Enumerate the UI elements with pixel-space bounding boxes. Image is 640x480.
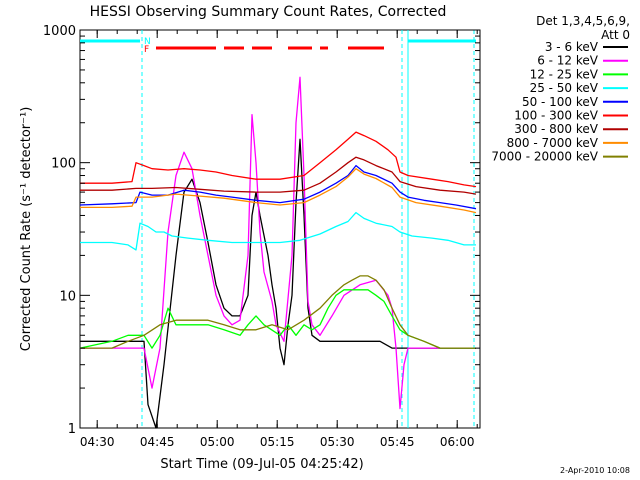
y-tick-label-3: 1000 — [43, 24, 76, 39]
chart-title: HESSI Observing Summary Count Rates, Cor… — [90, 4, 447, 20]
annotation-f: F — [144, 45, 149, 55]
annotation-n: N — [144, 37, 151, 47]
series-line-0 — [80, 138, 476, 429]
series-line-2 — [79, 289, 476, 349]
series-line-3 — [80, 211, 476, 251]
x-tick-label-2: 05:00 — [200, 435, 235, 449]
legend-label-8: 7000 - 20000 keV — [491, 150, 598, 164]
legend-label-6: 300 - 800 keV — [514, 122, 598, 136]
x-tick-label-1: 04:45 — [140, 435, 175, 449]
legend-label-4: 50 - 100 keV — [522, 95, 599, 109]
night-markers — [141, 30, 475, 428]
x-tick-label-3: 05:15 — [260, 435, 295, 449]
y-axis-label: Corrected Count Rate (s⁻¹ detector⁻¹) — [19, 107, 34, 352]
series-line-5 — [80, 131, 477, 188]
y-tick-label-1: 10 — [59, 289, 76, 304]
status-bars: NF — [80, 37, 476, 55]
x-axis-label: Start Time (09-Jul-05 04:25:42) — [160, 457, 363, 472]
series-line-1 — [80, 76, 476, 410]
x-tick-label-6: 06:00 — [440, 435, 475, 449]
series-line-7 — [80, 168, 477, 214]
legend-title-line1: Det 1,3,4,5,6,9, — [536, 14, 630, 28]
plot-frame — [79, 29, 481, 429]
legend-title-line2: Att 0 — [601, 28, 630, 42]
legend-label-7: 800 - 7000 keV — [507, 136, 599, 150]
y-tick-label-2: 100 — [51, 157, 76, 172]
x-tick-label-4: 05:30 — [320, 435, 355, 449]
plot-area: NF 04:30 04:45 05:00 05:15 05:30 05:45 06:00 1 1… — [43, 24, 481, 449]
footer-date: 2-Apr-2010 10:08 — [560, 466, 630, 475]
legend-label-0: 3 - 6 keV — [545, 40, 599, 54]
legend-label-1: 6 - 12 keV — [537, 54, 599, 68]
series-lines — [79, 76, 477, 429]
x-tick-label-5: 05:45 — [380, 435, 415, 449]
series-line-8 — [80, 275, 476, 349]
y-tick-label-0: 1 — [68, 422, 76, 437]
legend-label-2: 12 - 25 keV — [530, 67, 599, 81]
series-line-6 — [80, 156, 477, 195]
legend-label-3: 25 - 50 keV — [530, 81, 599, 95]
series-line-4 — [79, 164, 477, 210]
x-tick-label-0: 04:30 — [80, 435, 115, 449]
legend-label-5: 100 - 300 keV — [514, 109, 598, 123]
axis-ticks: 04:30 04:45 05:00 05:15 05:30 05:45 06:00 1 10 10… — [43, 24, 480, 449]
